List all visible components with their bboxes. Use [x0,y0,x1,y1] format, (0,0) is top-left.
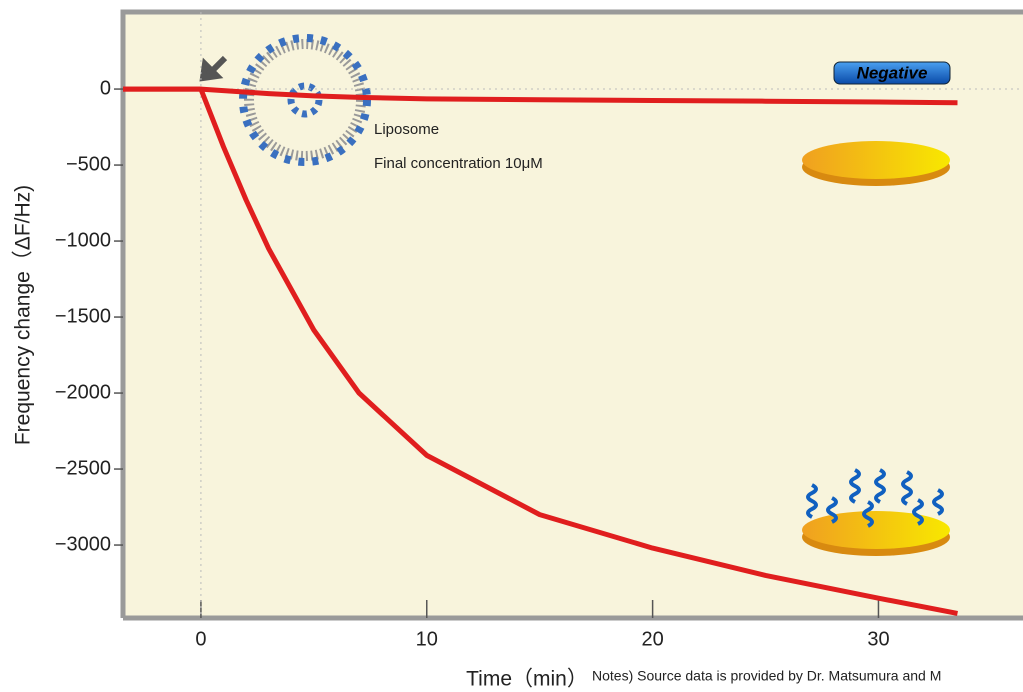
y-tick-label: −2000 [55,381,111,403]
note: Notes) Source data is provided by Dr. Ma… [592,668,941,684]
x-tick-label: 30 [867,628,889,650]
x-tick-label: 0 [195,628,206,650]
badge-text: Negative [857,63,928,82]
y-tick-label: −1000 [55,229,111,251]
x-axis-label: Time（min） [466,668,588,691]
annotation: Final concentration 10μM [374,155,543,172]
badge-box [833,61,951,85]
arrow-icon [199,55,228,82]
y-tick-label: 0 [100,77,111,99]
data-line [123,86,958,106]
annotation: Liposome [374,121,439,138]
sensor-disc-icon [802,141,950,186]
x-tick-label: 20 [641,628,663,650]
y-tick-label: −1500 [55,305,111,327]
x-tick-label: 10 [416,628,438,650]
y-tick-label: −3000 [55,533,111,555]
sensor-peptide-icon [802,468,950,556]
y-tick-label: −2500 [55,457,111,479]
plot-frame [120,9,1023,621]
data-line [123,86,958,616]
y-tick-label: −500 [66,153,111,175]
y-axis-label: Frequency change（ΔF/Hz) [12,185,35,445]
